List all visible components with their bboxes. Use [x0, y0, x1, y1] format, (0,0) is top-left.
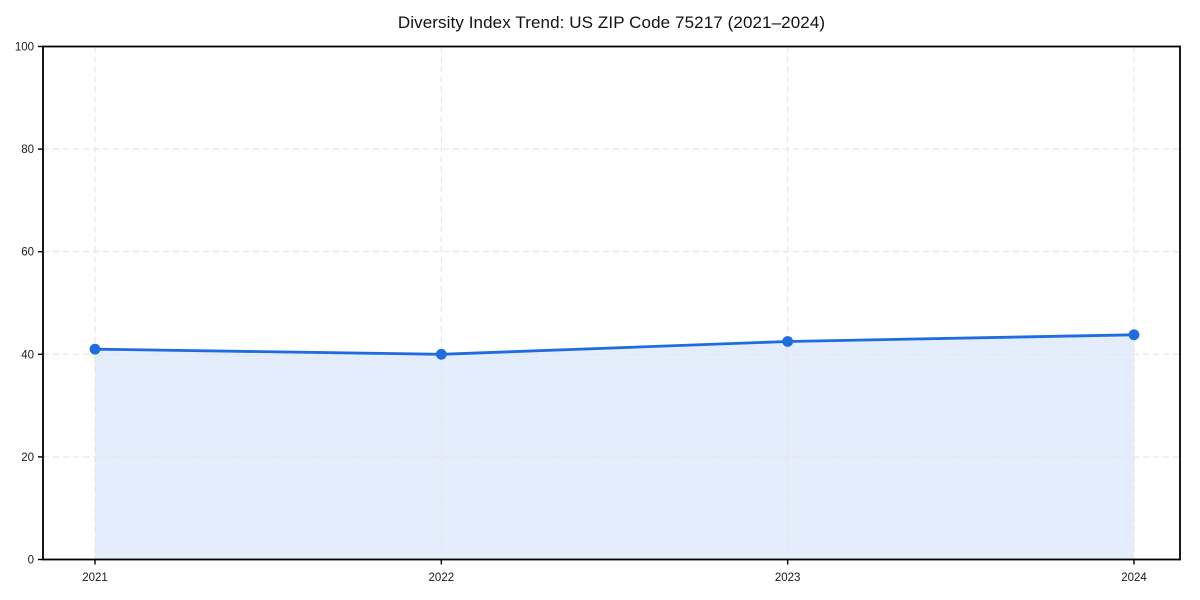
y-tick-label: 40 [21, 349, 34, 361]
y-tick-label: 20 [21, 452, 34, 464]
y-tick-label: 100 [15, 42, 34, 54]
x-tick-label: 2021 [82, 572, 108, 584]
data-point-marker-2021 [89, 343, 101, 355]
x-tick-label: 2024 [1121, 572, 1147, 584]
plot-border [42, 45, 1181, 561]
y-tick-label: 60 [21, 247, 34, 259]
x-tick-label: 2022 [429, 572, 455, 584]
data-point-marker-2022 [435, 348, 447, 360]
x-tick-label: 2023 [775, 572, 801, 584]
data-point-marker-2023 [782, 336, 794, 347]
data-point-marker-2024 [1128, 329, 1140, 341]
y-tick-label: 0 [28, 555, 34, 567]
area-fill [95, 334, 1134, 560]
trend-line [93, 333, 1136, 356]
chart-title: Diversity Index Trend: US ZIP Code 75217… [397, 13, 826, 32]
y-tick-label: 80 [21, 144, 34, 156]
